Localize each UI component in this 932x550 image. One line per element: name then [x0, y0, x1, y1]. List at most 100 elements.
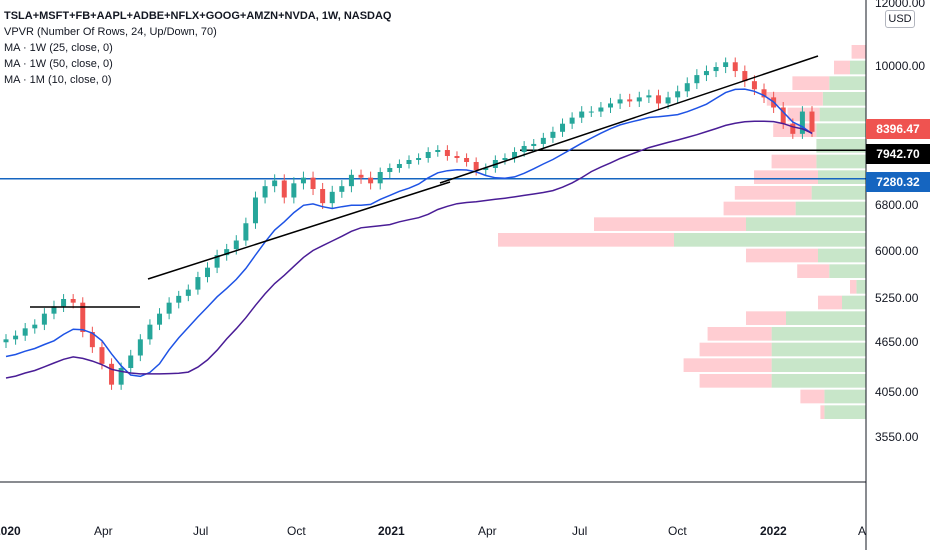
time-tick-label: 2020	[0, 524, 21, 538]
volume-profile-up-bar	[674, 233, 866, 247]
time-tick-label: A	[858, 524, 867, 538]
candle-body	[109, 363, 115, 385]
vpvr-legend[interactable]: VPVR (Number Of Rows, 24, Up/Down, 70)	[4, 26, 217, 38]
candle-body	[608, 103, 613, 108]
volume-profile-up-bar	[771, 327, 866, 341]
volume-profile-down-bar	[851, 45, 866, 59]
price-tick-label: 5250.00	[875, 291, 919, 305]
candle-body	[176, 295, 182, 303]
candle-body	[598, 107, 604, 112]
candle-body	[281, 180, 287, 198]
volume-profile-up-bar	[771, 358, 866, 372]
volume-profile-up-bar	[818, 170, 866, 184]
candle-body	[464, 158, 470, 162]
volume-profile	[498, 45, 866, 419]
candle-body	[703, 71, 709, 76]
volume-profile-up-bar	[822, 92, 866, 106]
candle-body	[588, 111, 594, 113]
price-tick-label: 10000.00	[875, 59, 926, 73]
volume-profile-up-bar	[829, 76, 866, 90]
volume-profile-down-bar	[797, 264, 830, 278]
candle-body	[416, 158, 422, 160]
candle-body	[799, 111, 805, 134]
candle-body	[790, 123, 796, 134]
candle-body	[147, 324, 153, 340]
candle-body	[320, 189, 326, 204]
price-tick-label: 12000.00	[875, 0, 926, 10]
candle-body	[348, 174, 354, 187]
trendlines-layer	[30, 55, 819, 308]
volume-profile-down-bar	[792, 76, 830, 90]
candle-body	[61, 299, 67, 307]
candle-body	[540, 137, 546, 144]
volume-profile-down-bar	[818, 295, 842, 310]
candle-body	[70, 299, 76, 303]
price-tick-label: 4050.00	[875, 385, 919, 399]
candle-body	[214, 255, 220, 268]
volume-profile-down-bar	[723, 201, 796, 216]
candle-body	[329, 191, 335, 204]
candle-body	[636, 97, 642, 102]
candle-body	[51, 306, 57, 314]
candle-body	[713, 67, 719, 72]
candle-body	[425, 152, 431, 158]
volume-profile-down-bar	[850, 280, 857, 294]
candle-body	[243, 223, 249, 241]
candle-body	[291, 183, 297, 198]
ma25-legend[interactable]: MA · 1W (25, close, 0)	[4, 42, 113, 54]
blue-line-price-tag: 7280.32	[866, 172, 930, 192]
candle-body	[3, 339, 9, 343]
price-tick-label: 3550.00	[875, 430, 919, 444]
volume-profile-up-bar	[819, 107, 866, 122]
volume-profile-up-bar	[829, 264, 866, 278]
volume-profile-down-bar	[594, 217, 746, 231]
candle-body	[761, 89, 767, 98]
candle-body	[560, 123, 566, 132]
candle-body	[99, 347, 105, 364]
candle-body	[339, 186, 345, 192]
candle-body	[185, 289, 191, 296]
candle-body	[406, 160, 412, 164]
candle-body	[368, 177, 374, 184]
ma-25-line	[5, 88, 813, 378]
candle-body	[780, 107, 786, 124]
candle-body	[233, 240, 239, 250]
candle-body	[483, 168, 489, 170]
volume-profile-down-bar	[766, 92, 823, 106]
price-tick-label: 4650.00	[875, 335, 919, 349]
ma50-legend[interactable]: MA · 1W (50, close, 0)	[4, 58, 113, 70]
price-tick-label: 6800.00	[875, 198, 919, 212]
candle-body	[128, 355, 134, 368]
volume-profile-down-bar	[498, 233, 674, 247]
volume-profile-down-bar	[820, 405, 825, 419]
volume-profile-up-bar	[816, 139, 866, 153]
volume-profile-up-bar	[786, 311, 866, 325]
axes-layer	[0, 0, 867, 550]
volume-profile-up-bar	[850, 60, 866, 75]
candle-body	[684, 83, 690, 92]
volume-profile-down-bar	[699, 342, 772, 357]
candle-body	[13, 335, 19, 340]
horizontal-line-price-tag: 7942.70	[866, 144, 930, 164]
candle-body	[272, 180, 278, 187]
ma-monthly-legend[interactable]: MA · 1M (10, close, 0)	[4, 74, 112, 86]
currency-label[interactable]: USD	[885, 10, 915, 28]
symbol-title[interactable]: TSLA+MSFT+FB+AAPL+ADBE+NFLX+GOOG+AMZN+NV…	[4, 10, 392, 22]
volume-profile-down-bar	[754, 170, 818, 184]
candle-body	[205, 267, 210, 278]
candle-body	[157, 313, 163, 325]
candle-body	[617, 99, 623, 104]
candle-body	[809, 111, 815, 132]
trendline-support-2	[439, 55, 819, 184]
candle-body	[310, 177, 316, 189]
candle-body	[675, 91, 681, 98]
candle-body	[252, 197, 258, 224]
candle-body	[723, 62, 729, 67]
candle-body	[742, 71, 748, 82]
volume-profile-up-bar	[856, 280, 866, 294]
candle-body	[396, 164, 402, 168]
candle-body	[80, 302, 86, 332]
volume-profile-up-bar	[842, 295, 866, 310]
candle-body	[262, 186, 268, 198]
